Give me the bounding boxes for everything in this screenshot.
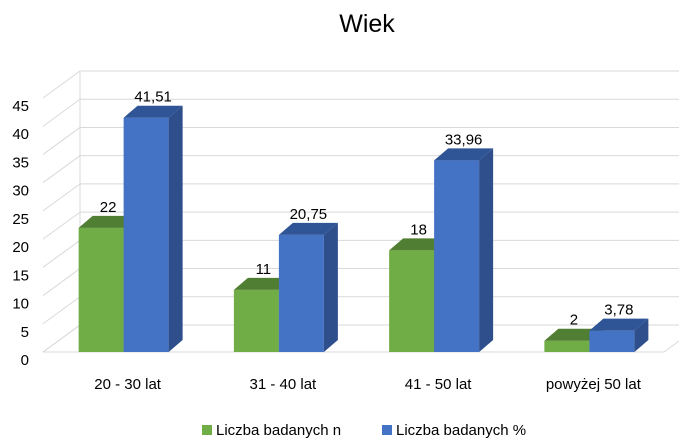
bar-liczba-badanych-20-30-lat: [123, 105, 183, 352]
bar-side: [479, 148, 494, 352]
y-tick-label: 35: [12, 154, 29, 171]
bar-top: [278, 222, 338, 235]
bar-front: [278, 234, 324, 352]
bar-liczba-badanych-31-40-lat: [278, 222, 338, 352]
y-tick-label: 20: [12, 239, 29, 256]
gridline-side-15: [42, 239, 81, 268]
gridline-side-30: [42, 155, 81, 184]
legend-swatch-n: [202, 425, 212, 435]
bar-front: [589, 330, 635, 352]
gridline-side-5: [42, 296, 81, 325]
gridline-side-40: [42, 98, 81, 127]
data-label-liczba-badanych-41-50-lat: 33,96: [445, 131, 483, 148]
data-label-liczba-badanych-powy-ej-50-lat: 3,78: [604, 302, 633, 319]
bar-front: [123, 117, 169, 352]
bar-top: [544, 328, 604, 341]
bars: [78, 105, 649, 352]
data-label-liczba-badanych-n-41-50-lat: 18: [410, 221, 427, 238]
legend-swatch-percent: [382, 425, 392, 435]
chart-title: Wiek: [339, 10, 395, 38]
x-category-label: powyżej 50 lat: [546, 376, 642, 393]
bar-top: [233, 277, 293, 290]
data-label-liczba-badanych-31-40-lat: 20,75: [290, 206, 328, 223]
bar-side: [323, 222, 338, 352]
bar-top: [78, 215, 138, 228]
gridline-side-35: [42, 127, 81, 155]
y-tick-label: 0: [21, 352, 29, 369]
bar-side: [168, 105, 183, 352]
x-category-label: 41 - 50 lat: [405, 376, 473, 393]
bar-top: [389, 238, 449, 251]
x-category-label: 31 - 40 lat: [250, 376, 318, 393]
data-label-liczba-badanych-n-20-30-lat: 22: [100, 199, 117, 216]
y-axis-ticks: 0 5 10 15 20 25 30 35 40 45: [12, 98, 29, 369]
bar-front: [78, 227, 124, 352]
y-tick-label: 45: [12, 98, 29, 115]
bar-front: [544, 340, 590, 352]
bar-front: [434, 160, 480, 352]
legend: Liczba badanych n Liczba badanych %: [202, 422, 526, 439]
gridline-side-20: [42, 211, 81, 240]
legend-label-n: Liczba badanych n: [216, 422, 341, 439]
x-category-label: 20 - 30 lat: [94, 376, 162, 393]
data-label-liczba-badanych-n-powy-ej-50-lat: 2: [570, 312, 578, 329]
y-tick-label: 10: [12, 296, 29, 313]
data-label-liczba-badanych-n-31-40-lat: 11: [256, 261, 272, 278]
bar-top: [434, 148, 494, 161]
bar-top: [123, 105, 183, 118]
gridline-side-45: [42, 70, 81, 99]
gridline-side-25: [42, 183, 81, 212]
bar-side: [634, 318, 649, 352]
bar-front: [233, 289, 279, 352]
data-label-liczba-badanych-20-30-lat: 41,51: [134, 89, 172, 106]
y-tick-label: 5: [21, 324, 29, 341]
y-tick-label: 30: [12, 183, 29, 200]
x-axis-categories: 20 - 30 lat 31 - 40 lat 41 - 50 lat powyżej…: [94, 376, 641, 393]
data-labels: 22 41,51 11 20,75 18 33,96 2 3,78: [100, 89, 634, 329]
bar-liczba-badanych-41-50-lat: [434, 148, 494, 352]
bar-liczba-badanych-n-41-50-lat: [389, 238, 449, 352]
bar-front: [389, 250, 435, 352]
gridlines: [42, 70, 679, 353]
gridline-side-10: [42, 268, 81, 296]
gridline-side-0: [42, 324, 81, 353]
y-tick-label: 15: [12, 267, 29, 284]
legend-label-percent: Liczba badanych %: [396, 422, 526, 439]
bar-liczba-badanych-powy-ej-50-lat: [589, 318, 649, 352]
y-tick-label: 40: [12, 126, 29, 143]
y-tick-label: 25: [12, 211, 29, 228]
bar-top: [589, 318, 649, 331]
